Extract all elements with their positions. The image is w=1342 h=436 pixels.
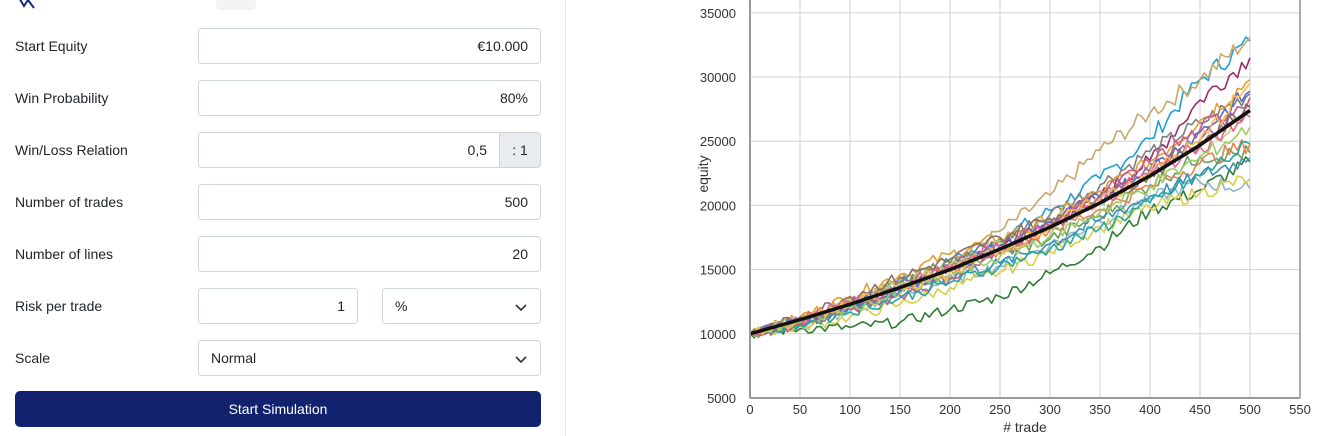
chevron-down-icon [515, 356, 527, 364]
start-equity-label: Start Equity [15, 38, 88, 54]
x-tick-label: 300 [1039, 402, 1061, 417]
win-probability-row: Win Probability 80% [15, 80, 541, 116]
y-axis-label: equity [695, 155, 711, 192]
x-tick-label: 350 [1089, 402, 1111, 417]
series-line [749, 141, 1251, 338]
number-of-lines-input[interactable]: 20 [198, 236, 541, 272]
x-tick-label: 100 [839, 402, 861, 417]
y-tick-label: 25000 [700, 134, 736, 149]
mean-line [749, 108, 1251, 336]
chart-series [749, 36, 1251, 339]
top-chip [216, 0, 256, 10]
scale-label: Scale [15, 350, 51, 366]
settings-panel: Start Equity €10.000 Win Probability 80%… [0, 0, 566, 436]
number-of-lines-label: Number of lines [15, 246, 114, 262]
number-of-lines-row: Number of lines 20 [15, 236, 541, 272]
series-line [749, 126, 1251, 335]
risk-unit-select[interactable]: % [382, 288, 541, 324]
x-tick-label: 550 [1289, 402, 1311, 417]
scale-value: Normal [211, 350, 257, 366]
risk-unit-value: % [395, 298, 408, 314]
start-equity-input[interactable]: €10.000 [198, 28, 541, 64]
risk-per-trade-row: Risk per trade 1 % [15, 288, 541, 324]
chevron-down-icon [515, 304, 527, 312]
start-simulation-button[interactable]: Start Simulation [15, 391, 541, 427]
win-loss-relation-row: Win/Loss Relation 0,5 : 1 [15, 132, 541, 168]
y-tick-label: 35000 [700, 6, 736, 21]
scale-row: Scale Normal [15, 340, 541, 376]
y-tick-label: 5000 [707, 391, 736, 406]
win-loss-ratio-addon: : 1 [500, 132, 541, 168]
series-line [749, 97, 1251, 337]
x-tick-label: 200 [939, 402, 961, 417]
equity-chart: 0 50 100 150 200 250 300 350 400 450 500 550 5000 100… [566, 0, 1342, 436]
start-equity-row: Start Equity €10.000 [15, 28, 541, 64]
x-tick-label: 450 [1189, 402, 1211, 417]
risk-per-trade-label: Risk per trade [15, 298, 103, 314]
scale-select[interactable]: Normal [198, 340, 541, 376]
y-tick-label: 20000 [700, 198, 736, 213]
y-tick-label: 15000 [700, 263, 736, 278]
number-of-trades-input[interactable]: 500 [198, 184, 541, 220]
x-tick-label: 250 [989, 402, 1011, 417]
equity-chart-svg: 0 50 100 150 200 250 300 350 400 450 500 550 5000 100… [695, 0, 1311, 435]
series-line [749, 175, 1251, 339]
win-probability-label: Win Probability [15, 90, 109, 106]
series-line [749, 113, 1251, 337]
win-loss-relation-label: Win/Loss Relation [15, 142, 128, 158]
y-tick-label: 30000 [700, 70, 736, 85]
win-probability-input[interactable]: 80% [198, 80, 541, 116]
series-line [749, 156, 1251, 339]
number-of-trades-row: Number of trades 500 [15, 184, 541, 220]
number-of-trades-label: Number of trades [15, 194, 124, 210]
x-tick-label: 0 [746, 402, 753, 417]
x-tick-label: 150 [889, 402, 911, 417]
y-tick-label: 10000 [700, 327, 736, 342]
logo-icon [19, 0, 35, 9]
x-tick-label: 50 [793, 402, 807, 417]
win-loss-relation-input[interactable]: 0,5 [198, 132, 500, 168]
x-axis-label: # trade [1003, 419, 1047, 435]
x-tick-label: 500 [1239, 402, 1261, 417]
x-tick-label: 400 [1139, 402, 1161, 417]
chart-axes: 0 50 100 150 200 250 300 350 400 450 500 550 5000 100… [700, 0, 1311, 417]
risk-per-trade-input[interactable]: 1 [198, 288, 358, 324]
